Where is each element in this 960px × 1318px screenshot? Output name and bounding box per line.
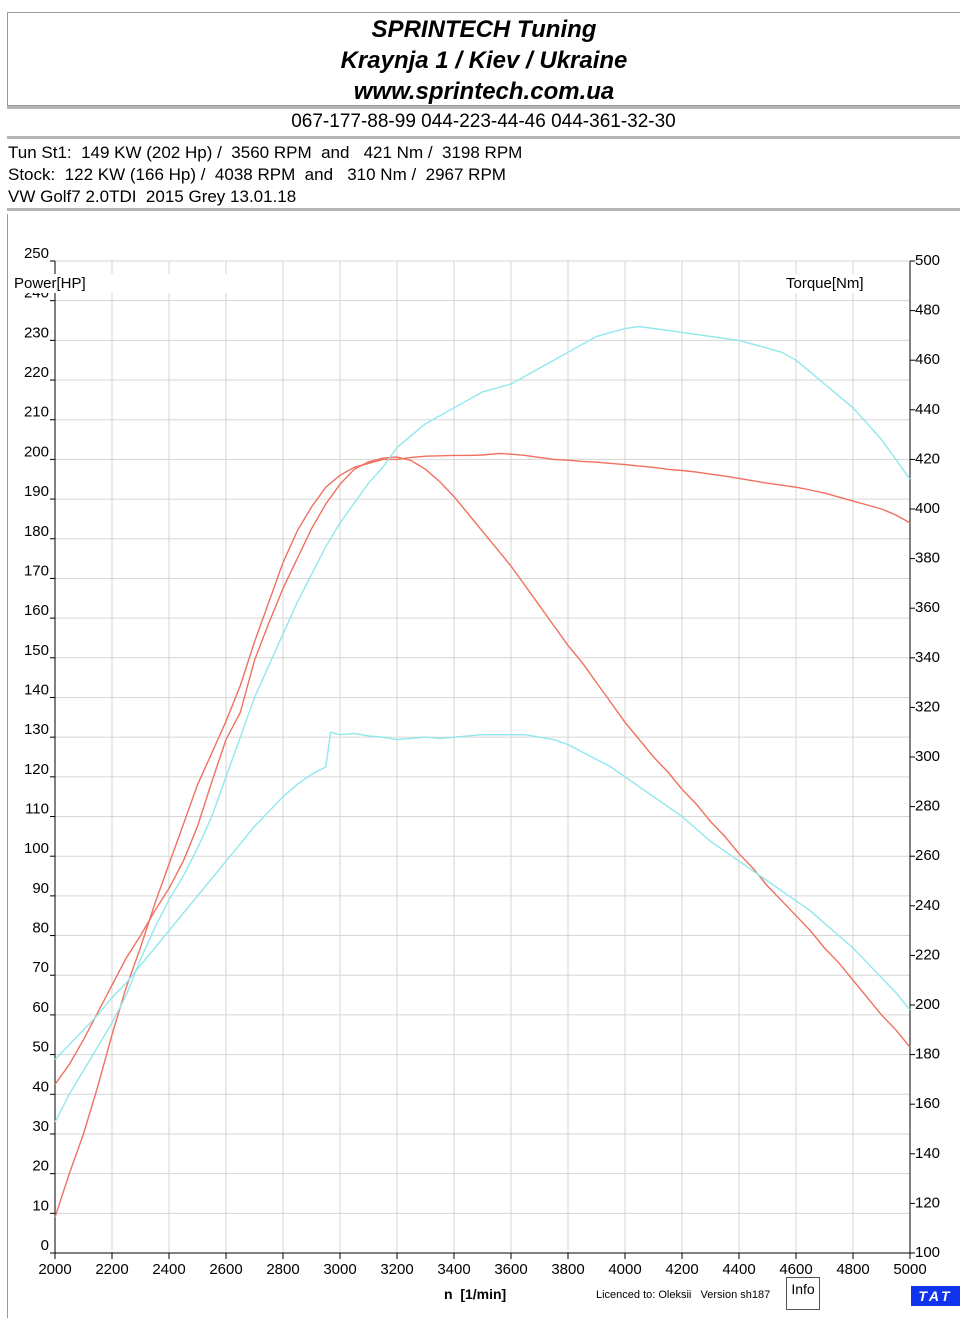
left-tick-label: 110: [25, 801, 49, 818]
stock-summary: Stock: 122 KW (166 Hp) / 4038 RPM and 31…: [8, 165, 506, 184]
x-tick-label: 3000: [323, 1261, 356, 1278]
x-tick-label: 3400: [437, 1261, 470, 1278]
licence-text: Licenced to: Oleksii Version sh187: [596, 1289, 771, 1301]
right-tick-label: 200: [915, 996, 940, 1013]
separator: [7, 106, 960, 109]
right-tick-label: 380: [915, 550, 940, 567]
right-tick-label: 280: [915, 798, 940, 815]
x-tick-label: 4800: [836, 1261, 869, 1278]
x-tick-label: 4600: [779, 1261, 812, 1278]
right-tick-label: 460: [915, 351, 940, 368]
right-tick-label: 320: [915, 698, 940, 715]
x-tick-label: 2800: [266, 1261, 299, 1278]
left-tick-label: 140: [24, 681, 49, 698]
x-tick-label: 3200: [380, 1261, 413, 1278]
x-axis-title: n [1/min]: [444, 1286, 507, 1302]
left-tick-label: 200: [24, 443, 49, 460]
info-button[interactable]: Info: [786, 1277, 820, 1310]
left-tick-label: 90: [32, 880, 49, 897]
tuned-torque-curve: [54, 456, 911, 1085]
left-tick-label: 190: [24, 483, 49, 500]
separator: [7, 136, 960, 139]
left-tick-label: 70: [32, 959, 49, 976]
x-tick-label: 2200: [95, 1261, 128, 1278]
right-tick-label: 300: [915, 748, 940, 765]
x-tick-label: 2600: [209, 1261, 242, 1278]
right-tick-label: 220: [915, 946, 940, 963]
left-tick-label: 210: [24, 404, 49, 421]
left-tick-label: 150: [24, 642, 49, 659]
right-axis-title: Torque[Nm]: [784, 274, 866, 293]
left-tick-label: 10: [32, 1197, 49, 1214]
right-tick-label: 420: [915, 450, 940, 467]
stock-torque-curve: [54, 731, 911, 1061]
shop-address: Kraynja 1 / Kiev / Ukraine: [340, 47, 628, 74]
chart-frame: [7, 214, 960, 1318]
right-tick-label: 500: [915, 252, 940, 269]
header-box: SPRINTECH Tuning Kraynja 1 / Kiev / Ukra…: [7, 12, 960, 106]
left-tick-label: 30: [32, 1118, 49, 1135]
left-tick-label: 160: [24, 602, 49, 619]
right-tick-label: 480: [915, 302, 940, 319]
tuned-summary: Tun St1: 149 KW (202 Hp) / 3560 RPM and …: [8, 143, 523, 162]
left-axis-title: Power[HP]: [12, 274, 246, 293]
grid: [54, 260, 911, 1254]
x-tick-label: 4200: [665, 1261, 698, 1278]
x-tick-label: 5000: [893, 1261, 926, 1278]
info-button-label: Info: [791, 1281, 815, 1297]
tat-logo: TAT: [911, 1286, 960, 1306]
right-tick-label: 140: [915, 1145, 940, 1162]
left-tick-label: 180: [24, 523, 49, 540]
left-tick-label: 100: [24, 840, 49, 857]
right-tick-label: 400: [915, 500, 940, 517]
right-tick-label: 340: [915, 649, 940, 666]
right-tick-label: 260: [915, 847, 940, 864]
right-tick-label: 240: [915, 897, 940, 914]
right-tick-label: 120: [915, 1194, 940, 1211]
x-tick-label: 3800: [551, 1261, 584, 1278]
x-tick-label: 4400: [722, 1261, 755, 1278]
separator: [7, 208, 960, 211]
right-tick-label: 160: [915, 1095, 940, 1112]
left-tick-label: 130: [24, 721, 49, 738]
left-tick-label: 120: [24, 761, 49, 778]
x-tick-label: 2400: [152, 1261, 185, 1278]
x-tick-label: 4000: [608, 1261, 641, 1278]
left-tick-label: 170: [24, 562, 49, 579]
stock-power-curve: [54, 325, 911, 1123]
left-tick-label: 220: [24, 364, 49, 381]
tuned-power-curve: [54, 452, 911, 1218]
shop-website[interactable]: www.sprintech.com.ua: [353, 78, 615, 105]
right-tick-label: 100: [915, 1244, 940, 1261]
left-tick-label: 50: [32, 1039, 49, 1056]
shop-name: SPRINTECH Tuning: [371, 16, 597, 43]
left-tick-label: 230: [24, 324, 49, 341]
phone-numbers: 067-177-88-99 044-223-44-46 044-361-32-3…: [291, 111, 676, 132]
left-tick-label: 0: [41, 1237, 49, 1254]
left-tick-label: 60: [32, 999, 49, 1016]
left-tick-label: 250: [24, 245, 49, 262]
vehicle-info: VW Golf7 2.0TDI 2015 Grey 13.01.18: [8, 187, 297, 206]
right-tick-label: 180: [915, 1046, 940, 1063]
curves: [54, 325, 911, 1218]
left-tick-label: 20: [32, 1158, 49, 1175]
x-tick-label: 2000: [38, 1261, 71, 1278]
left-tick-label: 80: [32, 920, 49, 937]
left-tick-label: 40: [32, 1078, 49, 1095]
right-tick-label: 440: [915, 401, 940, 418]
right-tick-label: 360: [915, 599, 940, 616]
x-tick-label: 3600: [494, 1261, 527, 1278]
axis-ticks: 2000 2200 2400 2600 2800 3000 3200 3400 3600 3800…: [24, 245, 940, 1278]
